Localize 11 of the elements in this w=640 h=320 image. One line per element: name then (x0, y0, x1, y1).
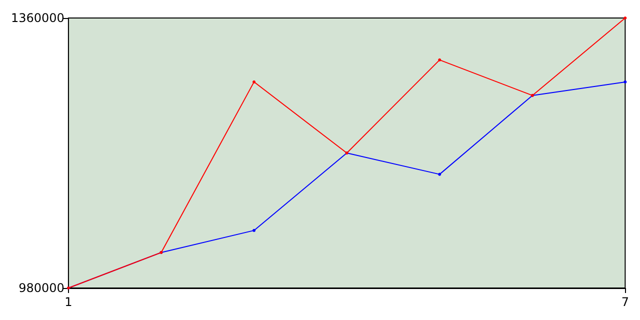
point (438, 58, 442, 62)
point (624, 16, 627, 20)
y-tick-label: 1360000 (10, 11, 64, 25)
point (252, 228, 256, 232)
line-series (66, 16, 627, 290)
point (252, 80, 256, 84)
x-tick-label: 7 (621, 295, 630, 309)
x-tick-label: 1 (64, 295, 72, 309)
point (438, 172, 442, 176)
y-tick-label: 980000 (18, 281, 64, 295)
point (624, 80, 627, 84)
